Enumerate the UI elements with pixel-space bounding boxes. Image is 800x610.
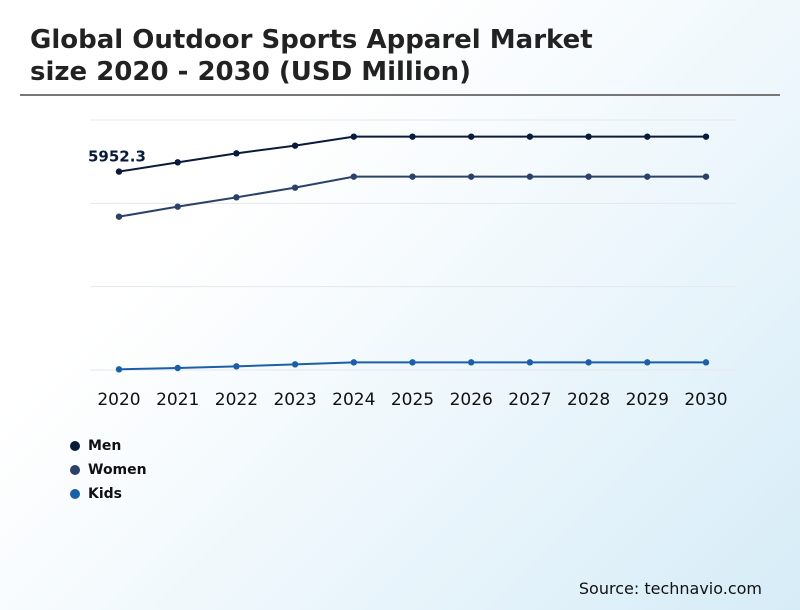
data-point-women (174, 203, 181, 210)
data-point-women (350, 173, 357, 180)
data-point-kids (644, 359, 651, 366)
data-point-women (644, 173, 651, 180)
data-point-women (233, 194, 240, 201)
x-tick-label: 2029 (626, 390, 669, 410)
legend-marker (70, 489, 80, 499)
legend-label: Men (88, 438, 122, 454)
x-tick-label: 2026 (450, 390, 493, 410)
x-tick-label: 2030 (684, 390, 727, 410)
data-point-kids (115, 366, 123, 373)
data-point-men (350, 133, 357, 140)
data-point-women (291, 184, 299, 191)
chart-title-line-1: Global Outdoor Sports Apparel Market (30, 25, 593, 55)
x-tick-label: 2024 (332, 390, 375, 410)
legend-marker (70, 441, 80, 451)
data-point-men (468, 133, 475, 140)
data-point-kids (174, 364, 181, 372)
chart-title-line-2: size 2020 - 2030 (USD Million) (30, 57, 472, 87)
data-point-women (468, 173, 475, 180)
data-point-men (526, 133, 534, 140)
data-point-men (585, 133, 592, 140)
legend-item-women: Women (70, 458, 147, 482)
data-point-women (409, 173, 416, 180)
data-point-men (233, 150, 240, 157)
data-point-kids (233, 363, 240, 370)
data-point-women (702, 173, 710, 180)
x-tick-label: 2023 (273, 390, 316, 410)
data-point-men (702, 133, 710, 140)
data-point-women (115, 213, 123, 220)
x-tick-label: 2027 (508, 390, 551, 410)
chart-legend: Men Women Kids (70, 434, 147, 506)
data-point-kids (702, 359, 710, 366)
data-point-men (644, 133, 651, 140)
data-point-women (526, 173, 534, 180)
x-tick-label: 2022 (215, 390, 258, 410)
data-point-women (585, 173, 592, 180)
data-point-kids (526, 359, 534, 366)
series-line-men (118, 135, 706, 173)
series-line-women (118, 175, 706, 218)
data-point-men (174, 159, 181, 166)
legend-label: Kids (88, 486, 123, 502)
x-tick-label: 2028 (567, 390, 610, 410)
data-point-men (291, 142, 299, 149)
data-point-kids (350, 359, 357, 366)
source-note: Source: technavio.com (578, 579, 762, 598)
data-point-kids (468, 359, 475, 366)
title-divider (20, 94, 780, 96)
legend-marker (70, 465, 80, 475)
data-point-kids (585, 359, 592, 366)
legend-label: Women (88, 462, 147, 478)
legend-item-kids: Kids (70, 482, 147, 506)
x-tick-label: 2020 (97, 390, 140, 410)
chart-title: Global Outdoor Sports Apparel Market siz… (30, 24, 750, 88)
data-point-kids (409, 359, 416, 366)
x-tick-label: 2021 (156, 390, 199, 410)
legend-item-men: Men (70, 434, 147, 458)
data-point-men (115, 168, 123, 175)
data-point-kids (291, 361, 299, 368)
data-label: 5952.3 (88, 148, 146, 166)
data-point-men (409, 133, 416, 140)
x-tick-label: 2025 (391, 390, 434, 410)
